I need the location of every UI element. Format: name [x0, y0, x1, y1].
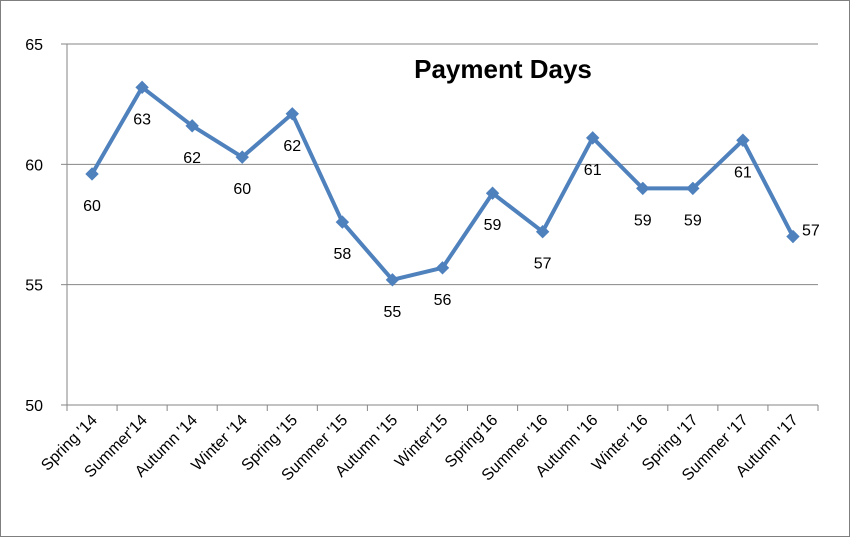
y-tick-label: 65: [25, 37, 43, 54]
data-point: [585, 131, 600, 145]
data-point: [85, 167, 99, 181]
data-label: 55: [384, 304, 402, 321]
y-tick-label: 55: [25, 278, 43, 295]
data-point: [185, 119, 199, 133]
data-point: [786, 229, 800, 244]
data-label: 59: [634, 212, 652, 229]
data-point: [385, 273, 400, 287]
grid-lines: [67, 43, 818, 286]
data-point: [435, 261, 450, 275]
data-labels: 60 63 62 60 62 58 55 56 59 57 61 59 59 61 57: [83, 111, 820, 321]
data-point: [636, 181, 650, 196]
data-label: 59: [484, 217, 502, 234]
data-label: 62: [283, 138, 301, 155]
chart-title: Payment Days: [414, 54, 592, 84]
data-point: [736, 133, 750, 147]
data-point: [686, 181, 700, 196]
data-point: [485, 186, 500, 200]
data-label: 59: [684, 212, 702, 229]
y-tick-label: 60: [25, 157, 43, 174]
axes: [61, 43, 819, 411]
data-label: 60: [233, 181, 251, 198]
data-label: 60: [83, 198, 101, 215]
data-label: 57: [802, 223, 820, 240]
series-line: [90, 85, 795, 282]
data-point: [235, 150, 249, 164]
series-line-payment-days: [90, 85, 795, 282]
data-label: 56: [434, 292, 452, 309]
data-label: 57: [534, 256, 552, 273]
y-tick-label: 50: [25, 398, 43, 415]
data-points: [85, 80, 800, 287]
data-point: [535, 225, 550, 239]
data-point: [335, 215, 350, 229]
data-label: 62: [183, 150, 201, 167]
data-label: 58: [333, 246, 351, 263]
data-label: 61: [734, 164, 752, 181]
data-point: [285, 107, 300, 121]
y-tick-labels: 50 55 60 65: [25, 37, 43, 415]
x-tick-label: Winter'15: [392, 412, 452, 472]
data-label: 61: [584, 162, 602, 179]
data-point: [135, 80, 149, 95]
data-label: 63: [133, 111, 151, 128]
